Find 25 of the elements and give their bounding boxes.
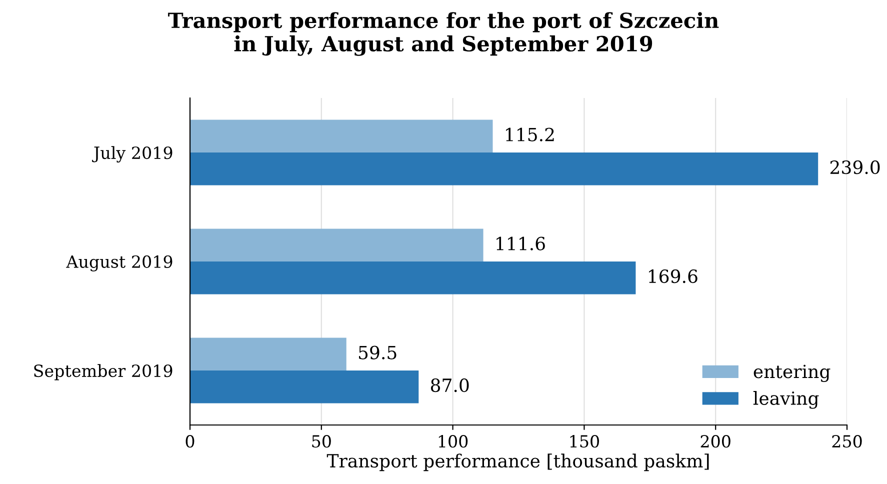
bar [190,338,346,370]
bar [190,120,493,152]
x-tick-label: 100 [438,435,468,448]
x-tick-label: 50 [312,435,331,448]
data-label: 87.0 [430,378,469,392]
bar [190,152,818,186]
chart-title: Transport performance for the port of Szczecin in July, August and September 2019 [168,12,719,56]
x-axis-title: Transport performance [thousand paskm] [326,454,709,472]
x-tick-label: 0 [186,435,194,448]
data-label: 59.5 [359,346,396,360]
data-label: 111.6 [496,236,545,250]
legend-label: leaving [753,391,819,409]
bar [190,262,636,294]
y-tick-label: July 2019 [92,146,172,163]
x-tick-label: 150 [570,435,599,448]
bar [190,228,484,262]
y-tick-label: September 2019 [34,364,172,380]
x-tick-label: 200 [700,435,730,448]
bar [190,370,419,404]
legend-label: entering [754,364,830,382]
data-label: 169.6 [649,269,698,284]
data-label: 115.2 [506,128,554,142]
y-tick-label: August 2019 [66,255,172,272]
data-label: 239.0 [830,160,880,174]
x-tick-label: 250 [832,435,862,448]
